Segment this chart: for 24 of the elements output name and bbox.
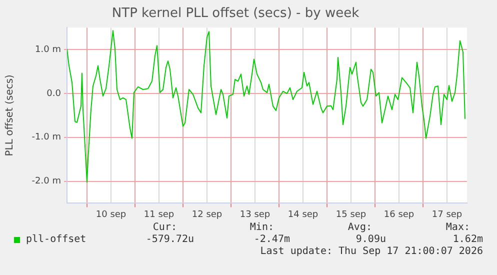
text: 9.09u xyxy=(356,234,386,246)
x-tick-label: 10 sep xyxy=(96,210,126,220)
text: Last update: Thu Sep 17 21:00:07 2026 xyxy=(260,246,483,258)
y-axis-title: PLL offset (secs) xyxy=(4,74,16,156)
text: 1.62m xyxy=(452,234,483,246)
x-tick-label: 13 sep xyxy=(240,210,270,220)
text: -2.47m xyxy=(254,234,290,246)
x-tick-label: 14 sep xyxy=(288,210,318,220)
chart-title: NTP kernel PLL offset (secs) - by week xyxy=(112,6,360,22)
text: Min: xyxy=(250,222,274,234)
text: -579.72u xyxy=(146,234,194,246)
x-tick-label: 11 sep xyxy=(144,210,174,220)
x-tick-label: 16 sep xyxy=(384,210,414,220)
text: Cur: xyxy=(152,222,177,234)
x-tick-label: 17 sep xyxy=(432,210,462,220)
y-tick-label: -1.0 m xyxy=(32,132,61,143)
y-tick-label: 1.0 m xyxy=(35,44,61,55)
legend-label: pll-offset xyxy=(26,234,86,246)
x-tick-label: 15 sep xyxy=(336,210,366,220)
x-tick-label: 12 sep xyxy=(192,210,222,220)
text: Max: xyxy=(446,222,470,234)
y-tick-label: 0.0 xyxy=(46,88,62,99)
text: Avg: xyxy=(348,222,372,234)
y-tick-label: -2.0 m xyxy=(32,176,61,187)
